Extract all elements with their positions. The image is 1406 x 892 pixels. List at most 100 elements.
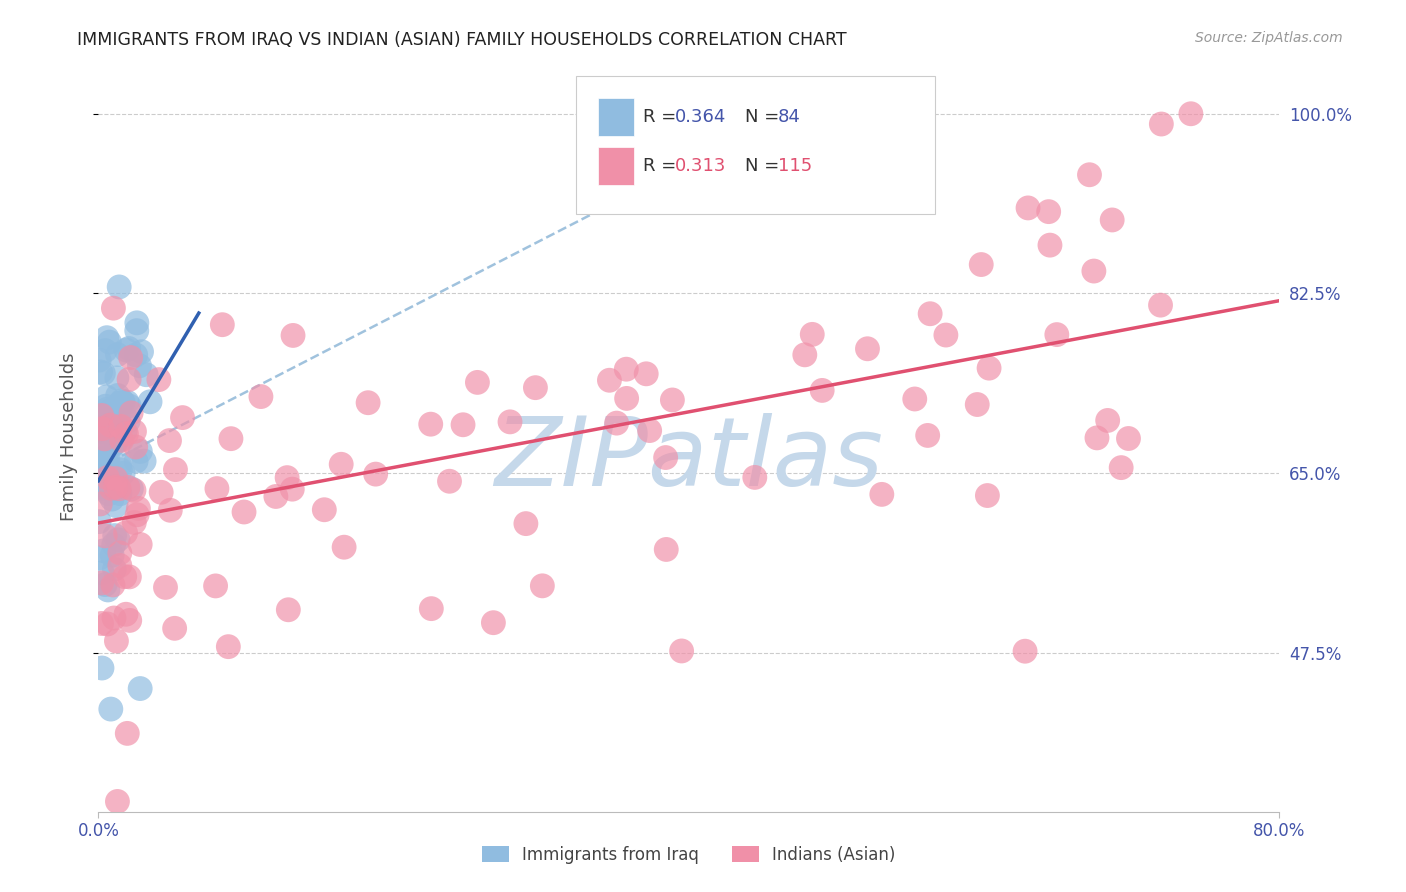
Point	[364, 467, 387, 482]
Point	[94, 434, 117, 448]
Point	[96, 407, 118, 421]
Point	[90, 365, 112, 379]
Point	[1038, 204, 1060, 219]
Point	[250, 390, 273, 404]
Point	[125, 348, 148, 362]
Point	[112, 466, 135, 480]
Point	[1085, 431, 1108, 445]
Point	[103, 562, 125, 576]
Text: N =: N =	[745, 108, 785, 126]
Point	[1101, 213, 1123, 227]
Legend: Immigrants from Iraq, Indians (Asian): Immigrants from Iraq, Indians (Asian)	[475, 839, 903, 871]
Point	[101, 475, 124, 489]
Point	[101, 481, 124, 495]
Point	[105, 634, 128, 648]
Point	[1149, 298, 1171, 312]
Point	[94, 479, 117, 493]
Text: R =: R =	[643, 157, 682, 175]
Point	[801, 327, 824, 342]
Point	[94, 343, 117, 358]
Point	[115, 343, 138, 357]
Point	[118, 399, 141, 413]
Point	[107, 480, 129, 494]
Point	[920, 307, 942, 321]
Point	[97, 582, 120, 597]
Point	[671, 644, 693, 658]
Point	[217, 640, 239, 654]
Point	[89, 550, 111, 565]
Point	[107, 347, 129, 361]
Point	[125, 316, 148, 330]
Point	[93, 367, 115, 381]
Point	[1150, 117, 1173, 131]
Point	[101, 439, 124, 453]
Point	[124, 440, 146, 454]
Point	[108, 486, 131, 500]
Point	[101, 418, 124, 433]
Point	[93, 450, 115, 465]
Point	[655, 542, 678, 557]
Point	[103, 538, 125, 552]
Point	[159, 503, 181, 517]
Point	[1180, 107, 1202, 121]
Point	[93, 544, 115, 558]
Point	[93, 432, 115, 446]
Point	[97, 452, 120, 467]
Point	[439, 475, 461, 489]
Point	[314, 502, 336, 516]
Point	[451, 417, 474, 432]
Point	[94, 399, 117, 413]
Point	[91, 425, 114, 439]
Point	[97, 470, 120, 484]
Point	[420, 601, 443, 615]
Point	[524, 381, 547, 395]
Text: IMMIGRANTS FROM IRAQ VS INDIAN (ASIAN) FAMILY HOUSEHOLDS CORRELATION CHART: IMMIGRANTS FROM IRAQ VS INDIAN (ASIAN) F…	[77, 31, 846, 49]
Point	[108, 558, 131, 573]
Point	[91, 422, 114, 436]
Point	[91, 661, 114, 675]
Point	[205, 482, 228, 496]
Point	[515, 516, 537, 531]
Point	[276, 470, 298, 484]
Point	[108, 546, 131, 560]
Point	[108, 482, 131, 496]
Point	[1083, 264, 1105, 278]
Y-axis label: Family Households: Family Households	[59, 353, 77, 521]
Text: Source: ZipAtlas.com: Source: ZipAtlas.com	[1195, 31, 1343, 45]
Point	[98, 335, 121, 350]
Point	[131, 344, 153, 359]
Point	[103, 301, 125, 315]
Point	[118, 614, 141, 628]
Point	[96, 458, 118, 472]
Point	[96, 390, 118, 404]
Point	[172, 410, 194, 425]
Point	[89, 515, 111, 529]
Point	[98, 403, 121, 417]
Text: N =: N =	[745, 157, 785, 175]
Point	[96, 402, 118, 417]
Point	[264, 490, 287, 504]
Point	[111, 393, 134, 408]
Point	[104, 480, 127, 494]
Point	[90, 576, 112, 591]
Point	[277, 603, 299, 617]
Point	[125, 324, 148, 338]
Point	[598, 373, 620, 387]
Point	[204, 579, 226, 593]
Point	[333, 540, 356, 554]
Point	[1017, 201, 1039, 215]
Point	[127, 501, 149, 516]
Point	[104, 412, 127, 426]
Point	[281, 328, 304, 343]
Point	[165, 462, 187, 476]
Point	[467, 376, 489, 390]
Point	[419, 417, 441, 432]
Point	[90, 409, 112, 423]
Point	[233, 505, 256, 519]
Point	[101, 475, 124, 490]
Point	[108, 398, 131, 412]
Point	[115, 426, 138, 441]
Point	[97, 487, 120, 501]
Point	[129, 537, 152, 551]
Point	[91, 423, 114, 437]
